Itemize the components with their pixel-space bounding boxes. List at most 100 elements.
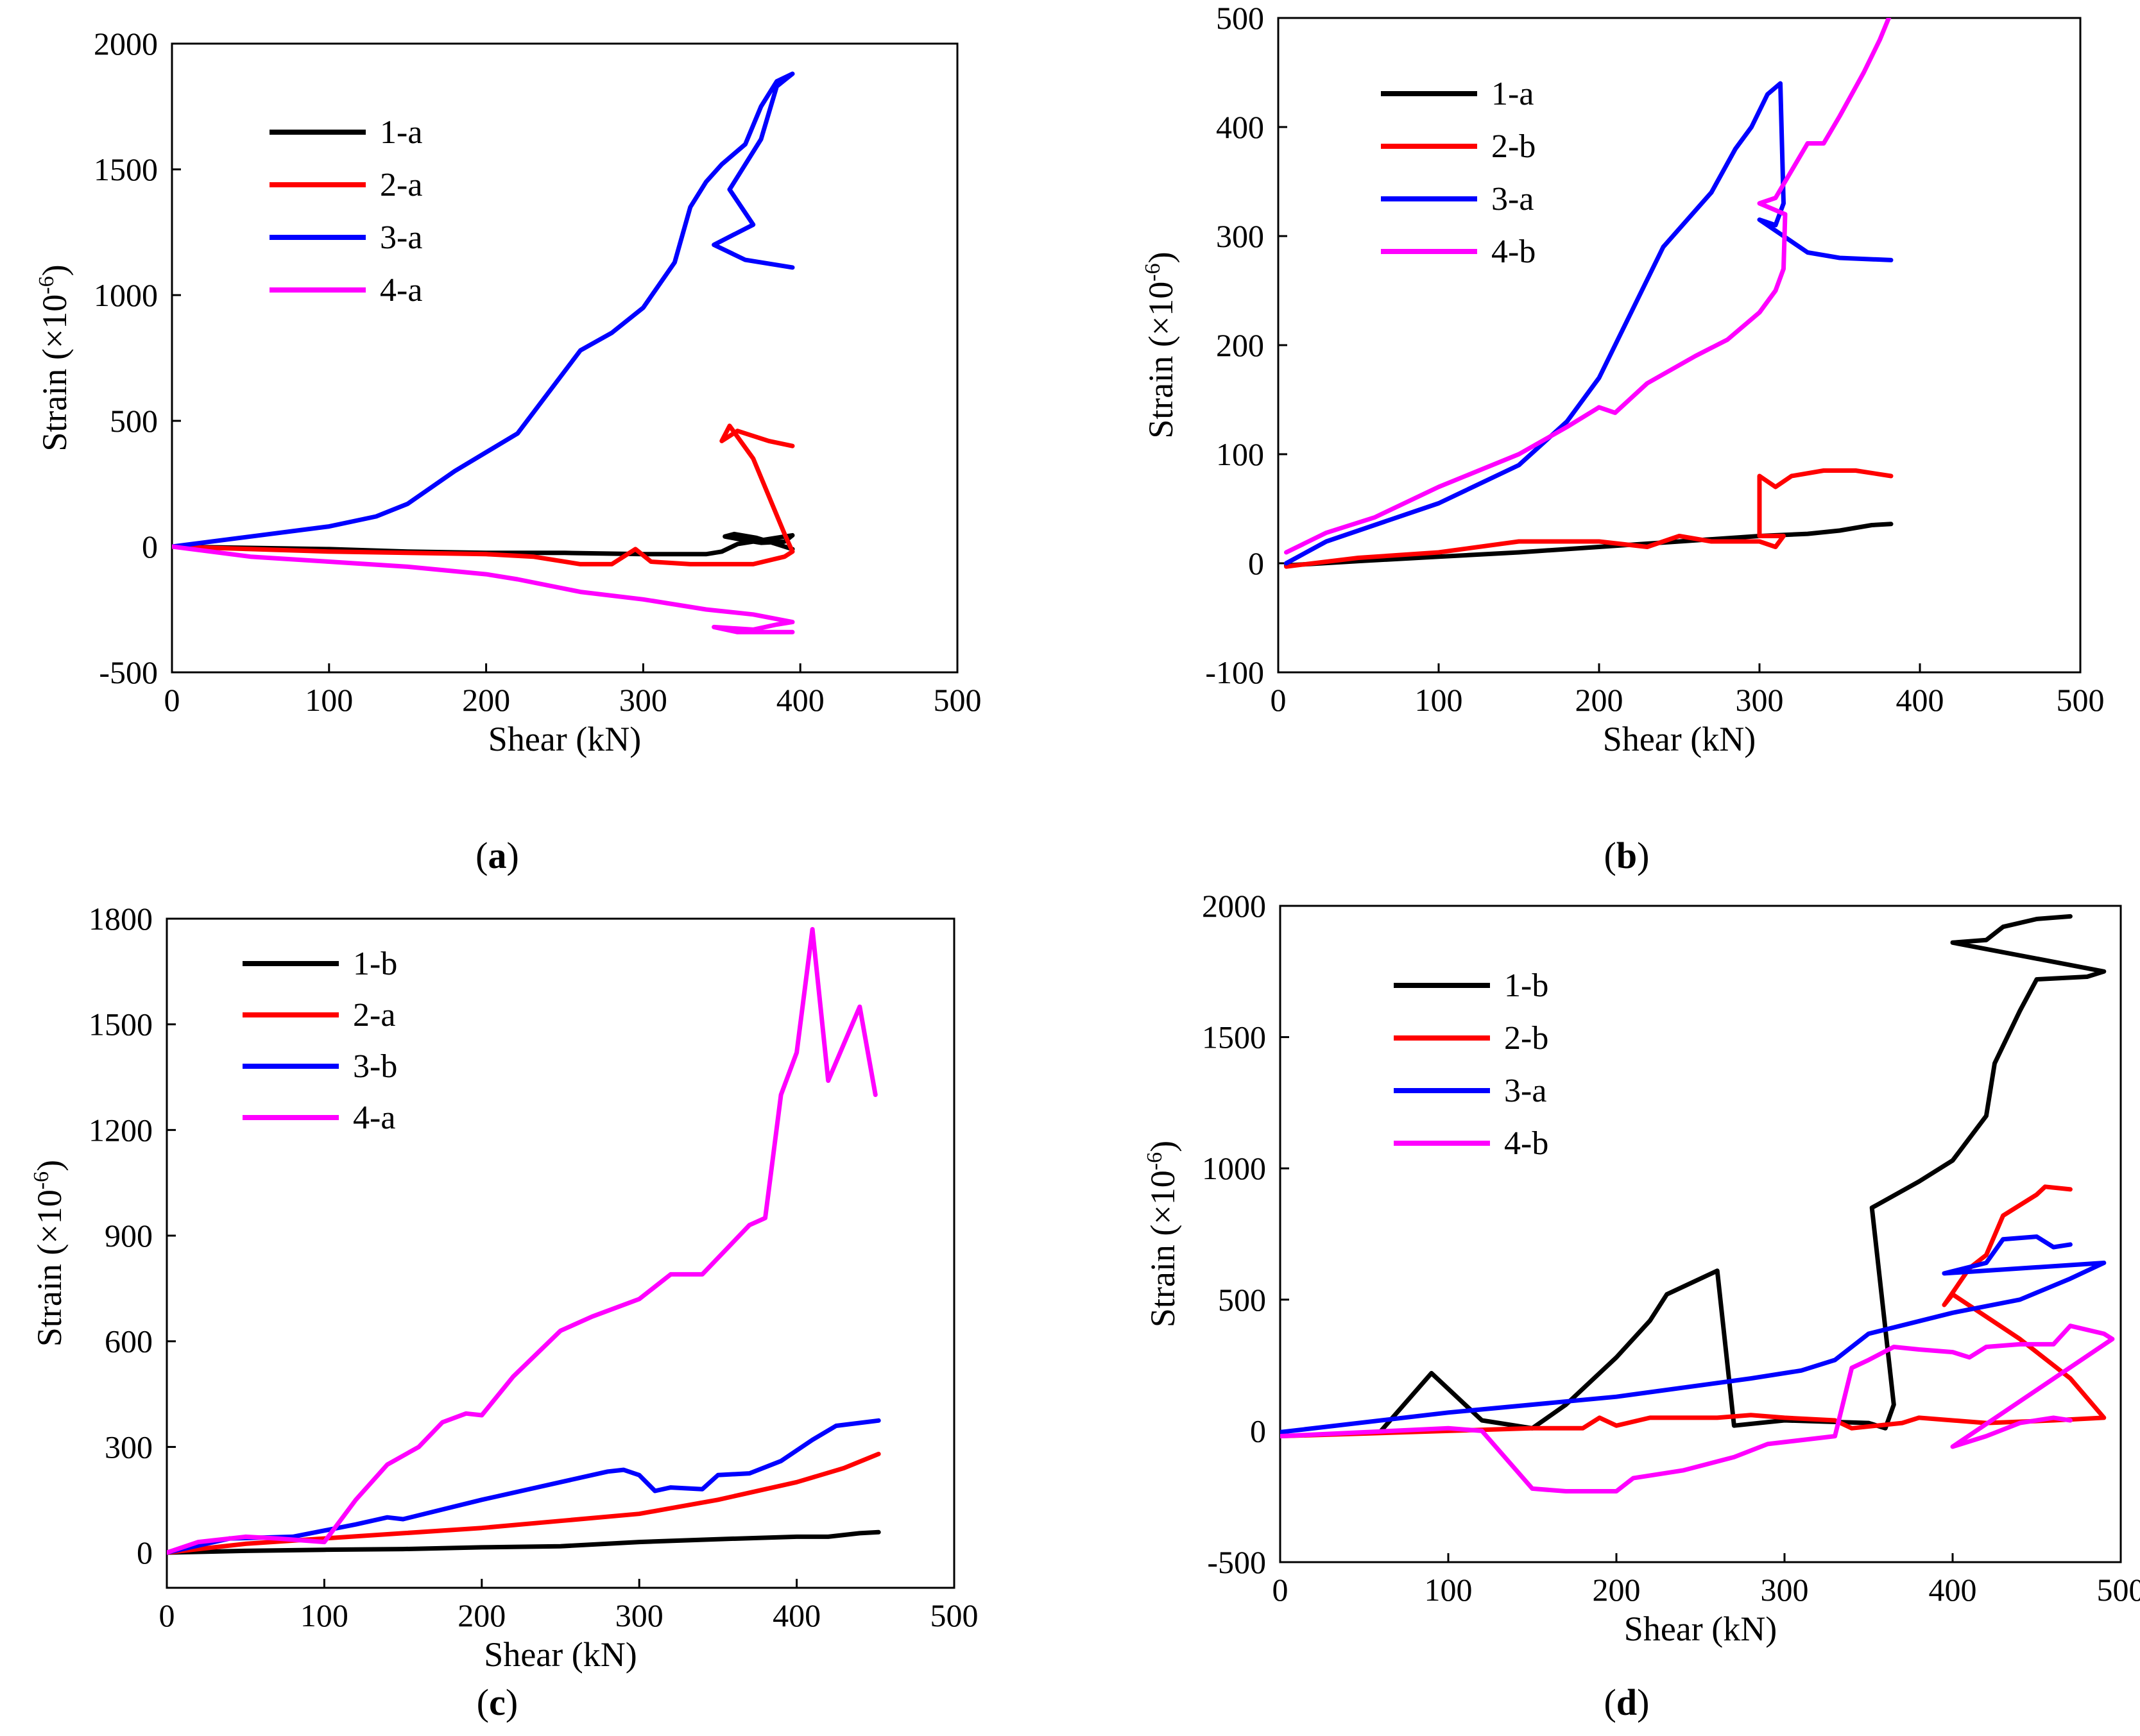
y-tick-label: 900: [105, 1218, 153, 1254]
x-tick-label: 0: [1271, 682, 1287, 718]
x-tick-label: 200: [458, 1597, 506, 1633]
legend-label-1-b: 1-b: [1504, 967, 1548, 1004]
series-line-1-b: [1378, 914, 2107, 1433]
series-line-4-a: [167, 927, 878, 1555]
caption-d: (d): [1604, 1681, 1650, 1723]
caption-b: (b): [1604, 835, 1650, 876]
y-axis-label-main: Strain (×10: [1143, 1170, 1182, 1327]
plot-frame: [1279, 905, 2122, 1563]
x-tick-label: 400: [776, 682, 825, 718]
x-axis-label: Shear (kN): [484, 1635, 637, 1674]
y-tick-label: 1500: [94, 151, 158, 187]
series-line-2-a: [172, 423, 795, 566]
legend-label-3-a: 3-a: [380, 219, 422, 256]
y-tick-label: 500: [1218, 1282, 1266, 1318]
series-line-4-b: [1280, 1323, 2115, 1493]
y-tick-label: 1200: [89, 1112, 153, 1148]
x-tick-label: 400: [1896, 682, 1944, 718]
series-line-2-b: [1284, 468, 1894, 569]
legend-label-1-b: 1-b: [353, 946, 397, 982]
y-tick-label: 1500: [1202, 1019, 1266, 1055]
x-tick-label: 400: [773, 1597, 821, 1633]
chart-a: 0 100 200 300 400 500-5000500100015002000Shea…: [35, 26, 982, 758]
caption-a: (a): [475, 835, 519, 876]
y-tick-label: 500: [1216, 0, 1264, 36]
series-line-4-b: [1284, 18, 1892, 555]
legend-label-1-a: 1-a: [380, 114, 422, 151]
y-axis-label: Strain (×10-6): [1143, 1141, 1182, 1327]
y-tick-label: 200: [1216, 327, 1264, 363]
legend-label-2-b: 2-b: [1491, 128, 1536, 165]
y-axis-label-exponent: -6: [1141, 263, 1165, 281]
x-tick-label: 0: [164, 682, 180, 718]
y-axis-label-main: Strain (×10: [30, 1189, 69, 1347]
series-line-2-b: [1280, 1184, 2107, 1439]
legend-label-2-a: 2-a: [380, 167, 422, 203]
chart-c: 0 100 200 300 400 500 0 300 600 900 1200 1500 1800 Sh…: [30, 901, 979, 1674]
x-tick-label: 500: [2057, 682, 2105, 718]
x-tick-label: 300: [1761, 1572, 1809, 1608]
legend-label-4-a: 4-a: [353, 1100, 395, 1136]
series-line-3-a: [1284, 81, 1894, 566]
x-tick-label: 500: [934, 682, 982, 718]
x-tick-label: 0: [1272, 1572, 1288, 1608]
y-axis-label-exponent: -6: [1143, 1152, 1167, 1170]
legend-label-3-a: 3-a: [1491, 181, 1534, 217]
y-tick-label: 300: [105, 1429, 153, 1465]
y-axis-label-main: Strain (×10: [35, 294, 74, 452]
legend-label-4-b: 4-b: [1491, 234, 1536, 270]
legend-label-2-a: 2-a: [353, 997, 395, 1034]
y-axis-label: Strain (×10-6): [35, 264, 74, 451]
y-tick-label: 500: [110, 403, 158, 439]
y-tick-label: 0: [1248, 545, 1264, 581]
y-tick-label: 1000: [1202, 1150, 1266, 1186]
y-tick-label: 1800: [89, 901, 153, 937]
series-line-1-b: [167, 1529, 881, 1555]
y-axis-label-main: Strain (×10: [1142, 282, 1180, 439]
y-tick-label: 0: [142, 529, 158, 565]
series-line-3-a: [1280, 1234, 2107, 1434]
x-tick-label: 500: [2097, 1572, 2140, 1608]
x-tick-label: 100: [1415, 682, 1463, 718]
legend-label-3-b: 3-b: [353, 1048, 397, 1085]
plot-frame: [166, 917, 955, 1589]
y-tick-label: 100: [1216, 436, 1264, 472]
x-tick-label: 300: [619, 682, 667, 718]
x-tick-label: 100: [305, 682, 353, 718]
y-axis-label-close: ): [1143, 1141, 1182, 1152]
x-tick-label: 200: [1575, 682, 1623, 718]
x-tick-label: 200: [1593, 1572, 1641, 1608]
x-tick-label: 400: [1929, 1572, 1977, 1608]
y-tick-label: 2000: [1202, 888, 1266, 924]
x-axis-label: Shear (kN): [1624, 1610, 1777, 1648]
y-tick-label: 1000: [94, 277, 158, 313]
series-line-3-a: [172, 71, 795, 549]
chart-d: 0 100 200 300 400 500-5000500100015002000Shea…: [1143, 888, 2140, 1648]
y-axis-label-exponent: -6: [35, 276, 58, 294]
x-tick-label: 300: [615, 1597, 663, 1633]
caption-c: (c): [476, 1681, 518, 1723]
x-tick-label: 500: [930, 1597, 979, 1633]
x-tick-label: 200: [462, 682, 510, 718]
y-tick-label: 1500: [89, 1007, 153, 1042]
legend-label-4-a: 4-a: [380, 272, 422, 309]
series-line-4-a: [172, 544, 795, 634]
y-tick-label: 2000: [94, 26, 158, 62]
y-axis-label-close: ): [30, 1160, 69, 1171]
x-tick-label: 100: [1425, 1572, 1473, 1608]
y-tick-label: 0: [137, 1535, 153, 1570]
x-tick-label: 100: [300, 1597, 348, 1633]
y-tick-label: -100: [1205, 654, 1264, 690]
plot-frame: [171, 42, 959, 674]
y-tick-label: -500: [1207, 1544, 1266, 1580]
legend-label-2-b: 2-b: [1504, 1020, 1548, 1057]
y-axis-label-close: ): [1142, 251, 1180, 263]
y-axis-label-close: ): [35, 264, 74, 276]
chart-b: 0 100 200 300 400 500-1000100200300400500Shea…: [1141, 0, 2105, 758]
legend-label-3-a: 3-a: [1504, 1073, 1546, 1109]
legend-label-1-a: 1-a: [1491, 76, 1534, 112]
x-axis-label: Shear (kN): [488, 720, 641, 758]
y-axis-label: Strain (×10-6): [30, 1160, 69, 1347]
y-tick-label: -500: [99, 654, 158, 690]
